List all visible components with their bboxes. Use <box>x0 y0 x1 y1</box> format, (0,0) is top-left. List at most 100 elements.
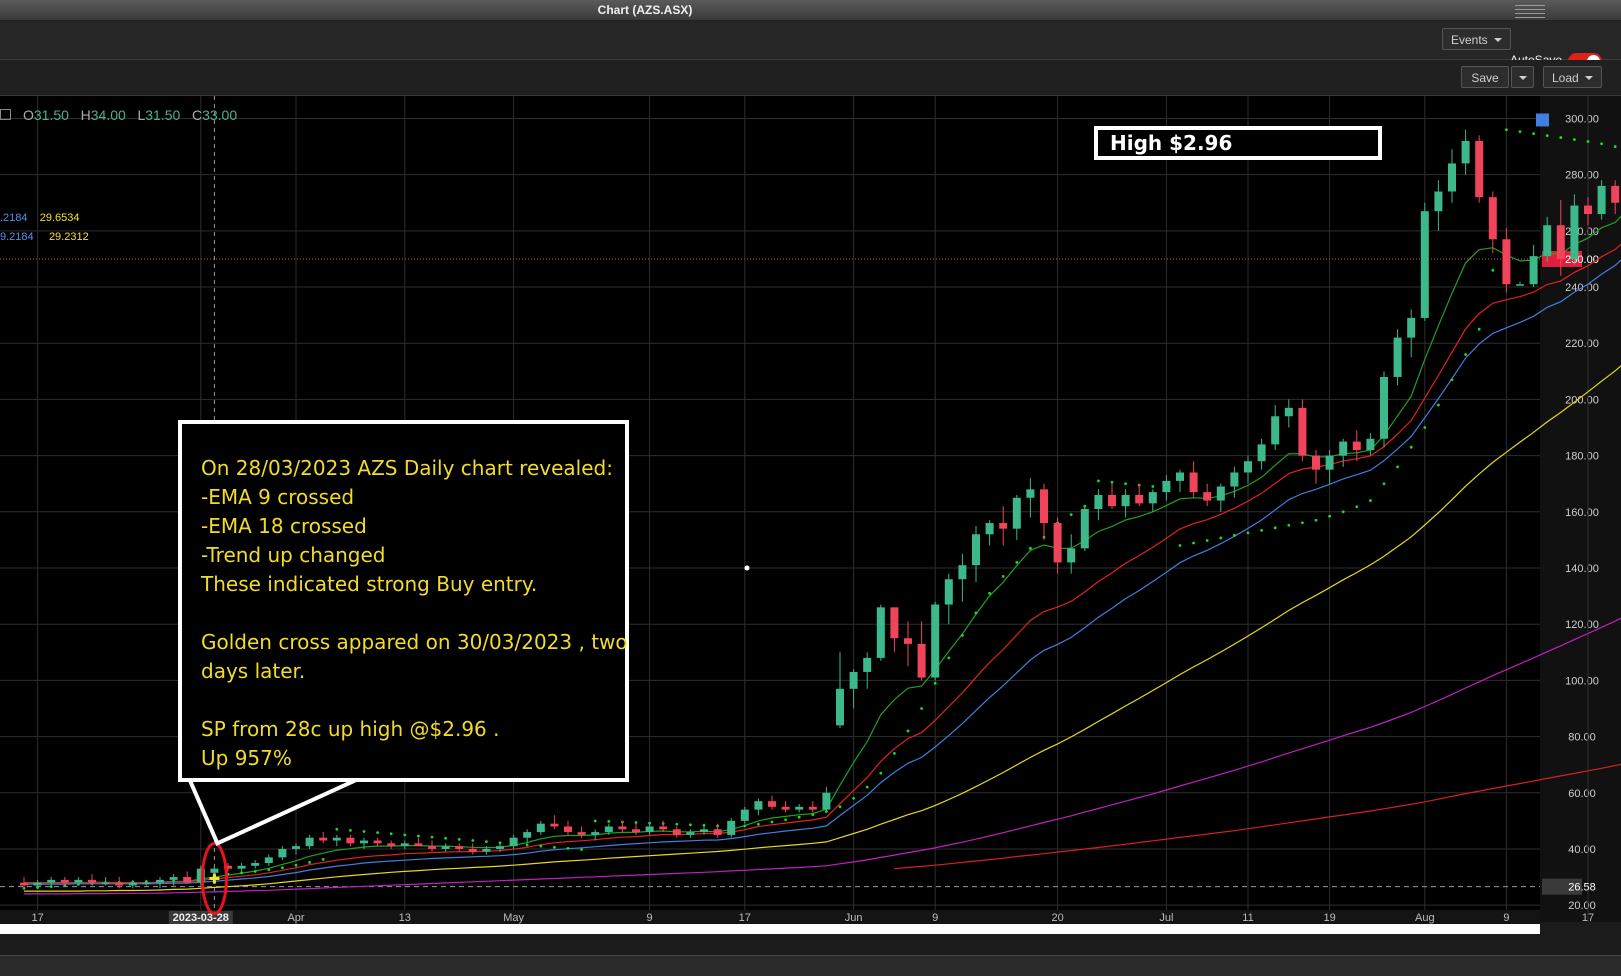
candle-body <box>1611 185 1620 203</box>
candle-body <box>142 882 151 885</box>
candle-body <box>88 879 96 883</box>
candle-body <box>781 806 790 810</box>
psar-dot <box>1491 268 1495 272</box>
candle-body <box>1570 205 1579 259</box>
price-chart[interactable]: 20.00 40.00 60.00 80.00 100.00 120.00 140.00 16… <box>0 96 1621 934</box>
low-value: 31.50 <box>145 107 181 123</box>
save-label: Save <box>1471 71 1499 85</box>
candle-body <box>1420 211 1429 318</box>
candle-body <box>727 820 736 835</box>
psar-dot <box>1192 541 1195 545</box>
legend-toggle-icon[interactable] <box>0 109 11 120</box>
psar-dot <box>988 591 991 595</box>
candle-body <box>20 882 28 886</box>
candle-body <box>999 523 1008 529</box>
psar-dot <box>362 830 366 833</box>
y-tick-label: 220.00 <box>1565 338 1599 350</box>
time-axis-background <box>0 910 1540 924</box>
candle-body <box>1271 416 1280 445</box>
candle-body <box>1012 497 1021 529</box>
ema-readout-2-b: 29.2312 <box>48 231 89 243</box>
entry-highlight-ellipse <box>200 841 228 915</box>
psar-dot <box>1423 426 1427 429</box>
candle-body <box>196 868 205 883</box>
candle-body <box>278 848 287 858</box>
candle-body <box>400 843 409 847</box>
x-tick-label: 9 <box>1503 912 1509 924</box>
high-value: 34.00 <box>90 107 126 123</box>
reference-price-label: 26.58 <box>1568 882 1596 894</box>
callout-line: On 28/03/2023 AZS Daily chart revealed: <box>201 456 613 480</box>
psar-dot <box>811 813 815 817</box>
candle-body <box>1203 492 1212 501</box>
candle-body <box>305 837 314 847</box>
series-line <box>24 617 1621 895</box>
psar-dot <box>1369 499 1372 502</box>
psar-dot <box>689 823 692 827</box>
psar-dot <box>403 833 407 837</box>
y-tick-label: 180.00 <box>1565 451 1599 463</box>
candle-body <box>1461 140 1470 164</box>
y-tick-label: 140.00 <box>1565 563 1599 575</box>
candle-body <box>1325 455 1334 470</box>
psar-dot <box>525 843 529 847</box>
chevron-down-icon <box>1519 76 1527 80</box>
candle-body <box>346 837 355 844</box>
psar-dot <box>1573 138 1576 141</box>
top-toolbar: Events AutoSave <box>0 21 1621 70</box>
high-key: H <box>80 107 91 123</box>
save-button[interactable]: Save <box>1461 66 1509 88</box>
candle-body <box>1298 407 1307 456</box>
drag-handle-icon[interactable] <box>1515 2 1545 18</box>
psar-dot <box>294 863 298 867</box>
psar-dot <box>1464 353 1467 356</box>
x-tick-label: Aug <box>1415 912 1435 924</box>
candle-body <box>101 882 110 885</box>
candle-body <box>795 806 804 810</box>
save-options-button[interactable] <box>1511 66 1534 88</box>
crosshair-cursor-icon <box>209 873 220 884</box>
psar-dot <box>1097 479 1100 483</box>
candle-body <box>1488 197 1497 240</box>
candle-body <box>863 657 872 672</box>
candle-body <box>1407 317 1416 338</box>
events-dropdown[interactable]: Events <box>1442 28 1511 50</box>
candle-body <box>1516 284 1524 286</box>
candle-body <box>1189 472 1198 493</box>
psar-dot <box>553 845 556 849</box>
callout-line <box>201 686 621 715</box>
psar-dot <box>1287 523 1291 527</box>
psar-dot <box>335 827 339 831</box>
candle-body <box>1148 492 1157 504</box>
candle-body <box>1529 256 1538 285</box>
x-tick-label: 20 <box>1051 912 1063 924</box>
psar-dot <box>1518 130 1522 134</box>
candle-body <box>509 837 518 847</box>
candle-body <box>1257 444 1266 462</box>
candle-body <box>1434 191 1443 212</box>
candle-body <box>210 868 219 873</box>
load-dropdown[interactable]: Load <box>1543 66 1602 88</box>
psar-dot <box>797 815 801 819</box>
callout-annotation: On 28/03/2023 AZS Daily chart revealed: … <box>178 420 629 782</box>
candle-body <box>577 832 586 835</box>
psar-dot <box>947 656 951 660</box>
psar-dot <box>321 857 325 861</box>
candle-body <box>414 843 423 847</box>
candle-body <box>264 857 273 863</box>
series-line <box>24 365 1621 892</box>
candle-body <box>1393 337 1402 377</box>
psar-dot <box>444 836 447 840</box>
candle-body <box>319 837 328 841</box>
candle-body <box>1135 494 1144 504</box>
candle-body <box>1352 441 1361 450</box>
psar-dot <box>702 823 706 827</box>
x-tick-label: 17 <box>31 912 43 924</box>
candle-body <box>686 832 695 835</box>
last-price-label: 250.00 <box>1565 254 1599 266</box>
candle-body <box>1080 509 1089 549</box>
psar-dot <box>784 818 787 822</box>
candle-body <box>1475 140 1484 198</box>
candle-body <box>836 688 844 726</box>
psar-dot <box>974 611 978 615</box>
